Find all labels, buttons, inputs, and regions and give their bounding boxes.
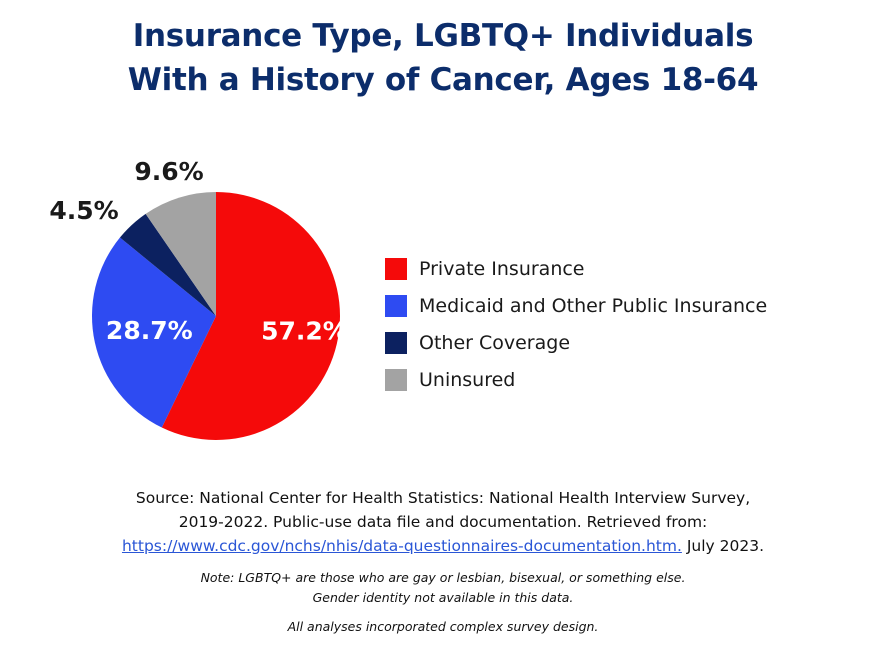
source-link[interactable]: https://www.cdc.gov/nchs/nhis/data-quest…	[121, 537, 682, 555]
data-label-uninsured: 9.6%	[134, 157, 203, 186]
data-label-private-insurance: 57.2%	[261, 317, 348, 346]
source-date: July 2023.	[681, 537, 765, 555]
data-label-medicaid: 28.7%	[106, 316, 193, 345]
source-citation: Source: National Center for Health Stati…	[0, 486, 886, 558]
pie-slice-other-coverage	[119, 213, 216, 316]
legend-label-private-insurance: Private Insurance	[419, 257, 585, 280]
legend-swatch-other-coverage	[385, 331, 407, 354]
source-line-3: https://www.cdc.gov/nchs/nhis/data-quest…	[0, 534, 886, 558]
pie-chart: 57.2% 28.7% 4.5% 9.6%	[49, 157, 348, 440]
note-line-1: Note: LGBTQ+ are those who are gay or le…	[0, 568, 886, 588]
legend-label-other-coverage: Other Coverage	[419, 331, 571, 354]
legend-item-private-insurance: Private Insurance	[385, 250, 767, 287]
note: Note: LGBTQ+ are those who are gay or le…	[0, 568, 886, 608]
chart-title: Insurance Type, LGBTQ+ Individuals With …	[0, 14, 886, 102]
note-label: Note	[200, 570, 231, 585]
source-line-1: Source: National Center for Health Stati…	[135, 489, 751, 507]
chart-title-line-2: With a History of Cancer, Ages 18-64	[127, 62, 759, 98]
pie-slice-uninsured	[145, 192, 216, 316]
source-line-2: 2019-2022. Public-use data file and docu…	[178, 513, 708, 531]
note-line-2: Gender identity not available in this da…	[312, 590, 574, 605]
legend-item-other-coverage: Other Coverage	[385, 324, 767, 361]
chart-title-line-1: Insurance Type, LGBTQ+ Individuals	[132, 18, 754, 54]
chart-legend: Private Insurance Medicaid and Other Pub…	[385, 250, 767, 398]
pie-slice-medicaid	[91, 237, 216, 428]
data-label-other-coverage: 4.5%	[49, 196, 118, 225]
legend-label-uninsured: Uninsured	[419, 368, 516, 391]
legend-item-uninsured: Uninsured	[385, 361, 767, 398]
legend-swatch-medicaid	[385, 294, 407, 317]
legend-swatch-uninsured	[385, 368, 407, 391]
legend-item-medicaid: Medicaid and Other Public Insurance	[385, 287, 767, 324]
legend-swatch-private-insurance	[385, 257, 407, 280]
legend-label-medicaid: Medicaid and Other Public Insurance	[419, 294, 768, 317]
pie-slice-private-insurance	[161, 192, 340, 440]
note-text: : LGBTQ+ are those who are gay or lesbia…	[230, 570, 686, 585]
analyses-note: All analyses incorporated complex survey…	[287, 619, 599, 634]
